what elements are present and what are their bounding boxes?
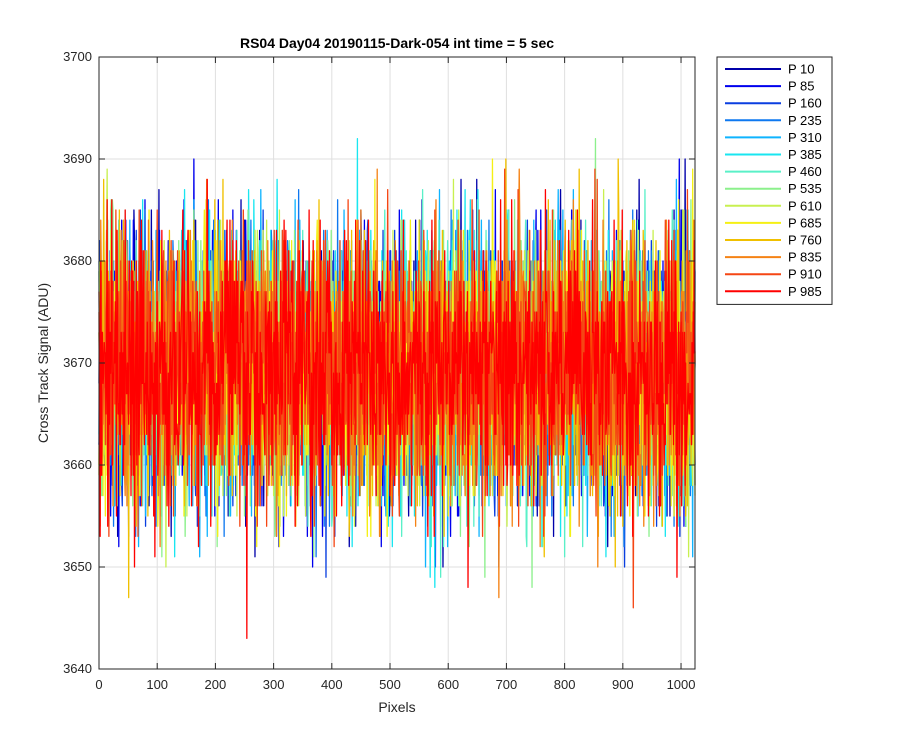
legend-entry-label: P 985: [788, 284, 822, 299]
x-axis-label: Pixels: [378, 699, 415, 715]
x-tick-label: 400: [321, 677, 343, 692]
x-tick-label: 0: [95, 677, 102, 692]
y-tick-label: 3680: [63, 253, 92, 268]
legend-entry-label: P 835: [788, 250, 822, 265]
x-tick-label: 500: [379, 677, 401, 692]
legend-entry-label: P 910: [788, 267, 822, 282]
y-tick-label: 3690: [63, 151, 92, 166]
x-tick-label: 300: [263, 677, 285, 692]
y-tick-label: 3640: [63, 661, 92, 676]
x-tick-label: 700: [496, 677, 518, 692]
x-tick-label: 100: [146, 677, 168, 692]
legend-box: [716, 56, 833, 305]
legend-entry-label: P 235: [788, 113, 822, 128]
chart-title: RS04 Day04 20190115-Dark-054 int time = …: [240, 35, 554, 51]
y-tick-label: 3660: [63, 457, 92, 472]
axis-ticks: 0 100 200 300 400 500 600 700 800 900 1000 3640 3650…: [63, 49, 695, 692]
legend-entry-label: P 10: [788, 62, 815, 77]
legend-entry-label: P 460: [788, 164, 822, 179]
legend-entry-label: P 685: [788, 215, 822, 230]
legend-entry-label: P 310: [788, 130, 822, 145]
y-tick-label: 3650: [63, 559, 92, 574]
series-line: [98, 178, 696, 640]
legend: P 10 P 85 P 160 P 235 P 310 P 385 P 460 P 535 P …: [716, 56, 833, 305]
legend-entry-label: P 160: [788, 96, 822, 111]
legend-entry-label: P 535: [788, 181, 822, 196]
y-tick-label: 3670: [63, 355, 92, 370]
x-tick-label: 900: [612, 677, 634, 692]
x-tick-label: 800: [554, 677, 576, 692]
series-lines: [98, 137, 696, 640]
y-axis-label: Cross Track Signal (ADU): [35, 283, 51, 443]
x-tick-label: 200: [205, 677, 227, 692]
x-tick-label: 600: [437, 677, 459, 692]
legend-entry-label: P 610: [788, 198, 822, 213]
legend-entry-label: P 760: [788, 233, 822, 248]
y-tick-label: 3700: [63, 49, 92, 64]
legend-entry-label: P 385: [788, 147, 822, 162]
x-tick-label: 1000: [667, 677, 696, 692]
legend-entry-label: P 85: [788, 79, 815, 94]
